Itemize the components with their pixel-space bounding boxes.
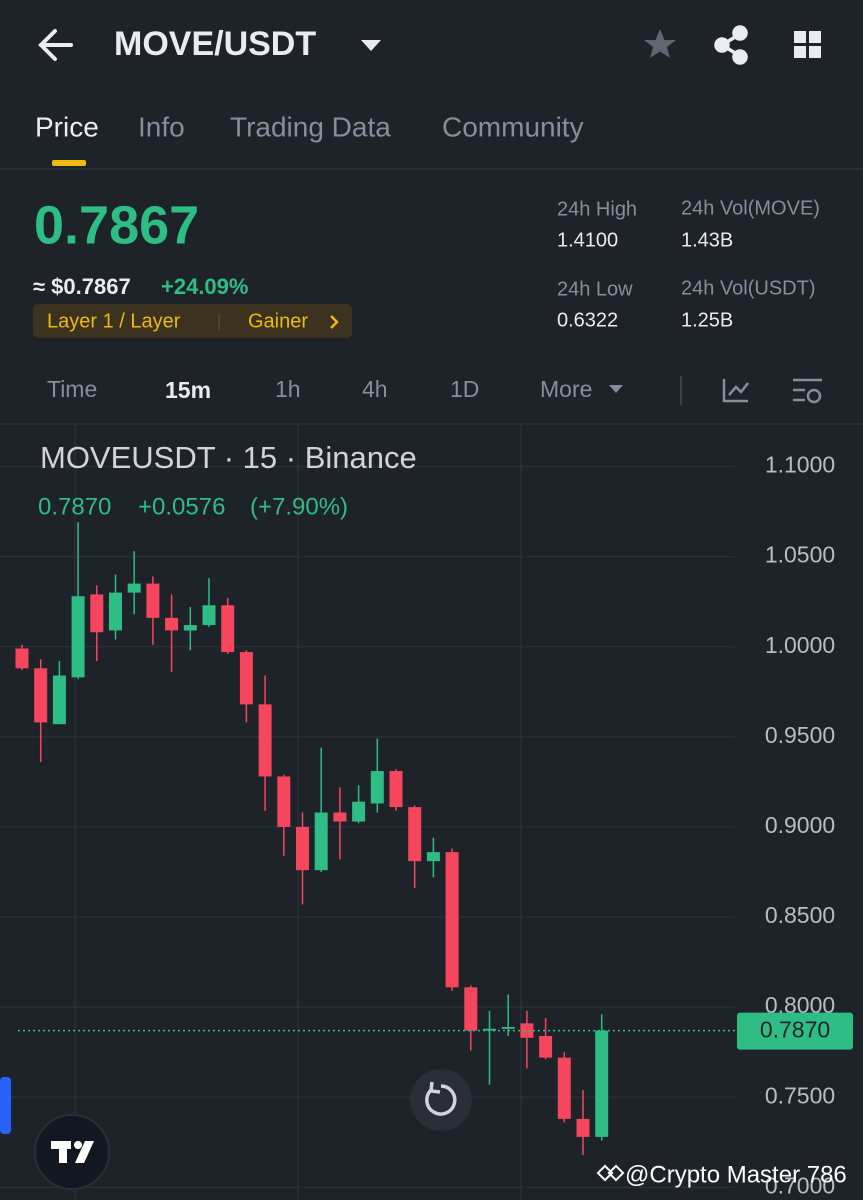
pair-dropdown[interactable] xyxy=(361,40,381,51)
tab-indicator xyxy=(52,160,86,166)
candle-body xyxy=(71,596,85,678)
more-dropdown[interactable] xyxy=(609,385,623,393)
interval[interactable]: Time xyxy=(47,376,97,402)
legend-price: 0.7870 xyxy=(38,493,111,520)
candle-body xyxy=(165,617,179,631)
tag-box[interactable] xyxy=(33,304,352,338)
candle-body xyxy=(408,807,422,862)
y-tick-label: 0.7000 xyxy=(765,1172,835,1198)
current-price-label: 0.7870 xyxy=(760,1017,830,1043)
time-grid xyxy=(74,425,522,1200)
candle-body xyxy=(90,594,104,633)
candle-body xyxy=(483,1028,496,1031)
y-tick-label: 0.8500 xyxy=(765,902,835,928)
candle-body xyxy=(314,812,328,871)
watermark: @Crypto Master 786 xyxy=(625,1161,847,1188)
legend-change: +0.0576 xyxy=(138,493,225,520)
candle-body xyxy=(576,1118,590,1137)
stat-label: 24h Low xyxy=(557,278,633,300)
candle-body xyxy=(258,704,272,777)
settings-icon[interactable] xyxy=(793,378,822,404)
stat-label: 24h High xyxy=(557,198,637,220)
tab[interactable]: Info xyxy=(138,111,185,142)
tag[interactable]: Layer 1 / Layer xyxy=(47,310,181,332)
price-change: +24.09% xyxy=(161,274,248,299)
y-tick-label: 1.1000 xyxy=(765,452,835,478)
stat-value: 1.43B xyxy=(681,229,733,251)
tradingview-logo[interactable] xyxy=(34,1114,110,1190)
interval[interactable]: 1D xyxy=(450,376,479,402)
pair-title[interactable]: MOVE/USDT xyxy=(114,25,316,63)
tab[interactable]: Trading Data xyxy=(230,111,391,142)
tab[interactable]: Community xyxy=(442,111,584,142)
candle-body xyxy=(464,987,478,1031)
current-price-box xyxy=(737,1012,853,1050)
candle-body xyxy=(370,771,384,804)
stat-value: 1.25B xyxy=(681,309,733,331)
favorite-icon[interactable] xyxy=(644,29,676,58)
interval[interactable]: 15m xyxy=(165,377,211,403)
candle-body xyxy=(333,812,347,822)
candle-body xyxy=(557,1057,571,1119)
y-tick-label: 1.0500 xyxy=(765,542,835,568)
side-handle[interactable] xyxy=(0,1077,11,1134)
chart-title: MOVEUSDT · 15 · Binance xyxy=(40,440,417,475)
candle-body xyxy=(15,648,29,669)
tab[interactable]: Price xyxy=(35,111,99,142)
y-tick-label: 1.0000 xyxy=(765,632,835,658)
stat-label: 24h Vol(USDT) xyxy=(681,277,816,299)
tag[interactable]: Gainer xyxy=(248,310,308,332)
candle-body xyxy=(52,675,66,725)
candle-body xyxy=(202,605,216,626)
grid-icon[interactable] xyxy=(794,31,821,58)
candle-body xyxy=(239,652,253,705)
interval[interactable]: More xyxy=(540,376,592,402)
watermark-icon xyxy=(596,1164,625,1182)
candle-body xyxy=(501,1026,515,1029)
legend-percent: (+7.90%) xyxy=(250,493,348,520)
tag-chevron xyxy=(330,315,339,329)
candle-body xyxy=(595,1030,609,1137)
candle-body xyxy=(445,852,459,988)
interval[interactable]: 1h xyxy=(275,376,301,402)
y-tick-label: 0.7500 xyxy=(765,1082,835,1108)
y-tick-label: 0.9500 xyxy=(765,722,835,748)
candle-body xyxy=(146,583,160,618)
interval[interactable]: 4h xyxy=(362,376,388,402)
stat-label: 24h Vol(MOVE) xyxy=(681,197,820,219)
candle-body xyxy=(426,852,440,862)
indicator-icon[interactable] xyxy=(722,379,749,403)
candle-body xyxy=(127,583,141,593)
stat-value: 1.4100 xyxy=(557,229,618,251)
candle-body xyxy=(520,1023,534,1038)
reset-button[interactable] xyxy=(410,1069,472,1131)
candle-body xyxy=(539,1035,553,1058)
candle-body xyxy=(183,625,197,631)
candle-body xyxy=(296,826,309,871)
candle-body xyxy=(221,605,235,653)
y-tick-label: 0.9000 xyxy=(765,812,835,838)
reset-icon xyxy=(425,1081,457,1116)
candle-body xyxy=(109,592,122,631)
share-icon[interactable] xyxy=(714,25,748,65)
candle-body xyxy=(389,771,403,808)
tradingview-mark xyxy=(51,1141,94,1163)
chart: 1.10001.05001.00000.95000.90000.85000.80… xyxy=(0,452,853,1198)
fiat-price: ≈ $0.7867 xyxy=(33,274,131,299)
candle-body xyxy=(277,776,291,827)
candle-body xyxy=(352,801,366,822)
stat-value: 0.6322 xyxy=(557,309,618,331)
candle-body xyxy=(34,668,48,723)
last-price: 0.7867 xyxy=(34,195,199,255)
back-button[interactable] xyxy=(38,29,73,61)
